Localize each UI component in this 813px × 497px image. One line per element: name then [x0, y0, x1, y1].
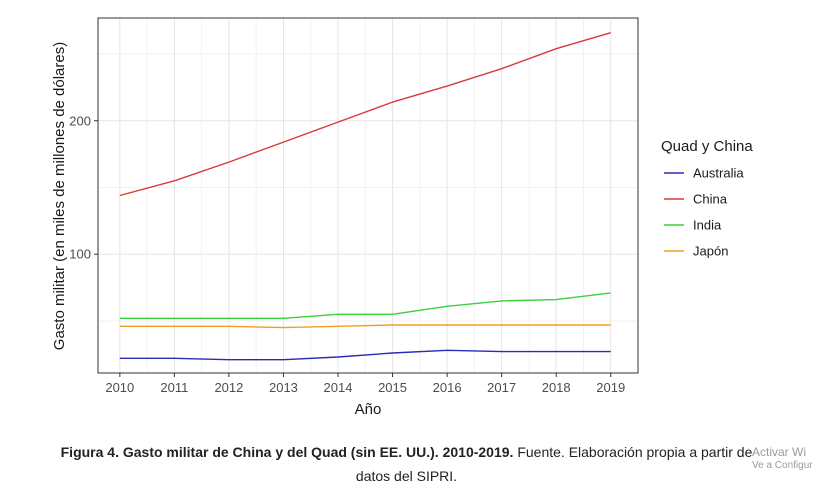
plot-panel-border: [97, 17, 639, 374]
x-tick-label: 2013: [269, 380, 298, 395]
y-tick-label: 200: [69, 113, 91, 128]
x-tick-label: 2016: [433, 380, 462, 395]
figure-caption: Figura 4. Gasto militar de China y del Q…: [20, 440, 793, 488]
legend-item-china: China: [664, 192, 728, 207]
legend-label: China: [693, 192, 728, 207]
legend-title: Quad y China: [661, 138, 753, 155]
legend-item-japón: Japón: [664, 244, 728, 259]
watermark-line1: Activar Wi: [752, 445, 806, 459]
caption-title: Figura 4. Gasto militar de China y del Q…: [60, 444, 514, 460]
series-line-india: [119, 292, 611, 319]
x-tick-label: 2010: [105, 380, 134, 395]
caption-source: Fuente. Elaboración propia a partir de: [513, 444, 753, 460]
y-tick-label: 100: [69, 247, 91, 262]
x-tick-label: 2011: [160, 380, 188, 395]
legend-item-india: India: [664, 218, 722, 233]
y-axis-ticks: 100 200: [69, 113, 98, 262]
series-line-japón: [119, 324, 611, 329]
activation-watermark: Activar Wi Ve a Configur: [752, 445, 813, 473]
plot-background: [98, 18, 638, 373]
watermark-line2: Ve a Configur: [752, 460, 813, 471]
x-tick-label: 2019: [596, 380, 625, 395]
x-axis-ticks: 2010 2011 2012 2013 2014 2015 2016 2017 2018 2019: [105, 373, 625, 395]
x-tick-label: 2012: [214, 380, 243, 395]
grid-lines: [98, 18, 638, 373]
x-axis-title: Año: [355, 401, 382, 418]
legend-item-australia: Australia: [664, 166, 744, 181]
caption-source-line2: datos del SIPRI.: [355, 468, 458, 484]
y-axis-title: Gasto militar (en miles de millones de d…: [51, 42, 68, 350]
series-layer: [119, 32, 611, 361]
series-line-china: [119, 32, 611, 197]
legend-label: Australia: [693, 166, 744, 181]
legend: Australia China India Japón: [664, 166, 744, 259]
x-tick-label: 2017: [487, 380, 516, 395]
x-tick-label: 2014: [324, 380, 353, 395]
series-line-australia: [119, 349, 611, 361]
line-chart: 2010 2011 2012 2013 2014 2015 2016 2017 2018 2019…: [51, 17, 753, 418]
x-tick-label: 2015: [378, 380, 407, 395]
legend-label: India: [693, 218, 722, 233]
legend-label: Japón: [693, 244, 728, 259]
x-tick-label: 2018: [542, 380, 571, 395]
